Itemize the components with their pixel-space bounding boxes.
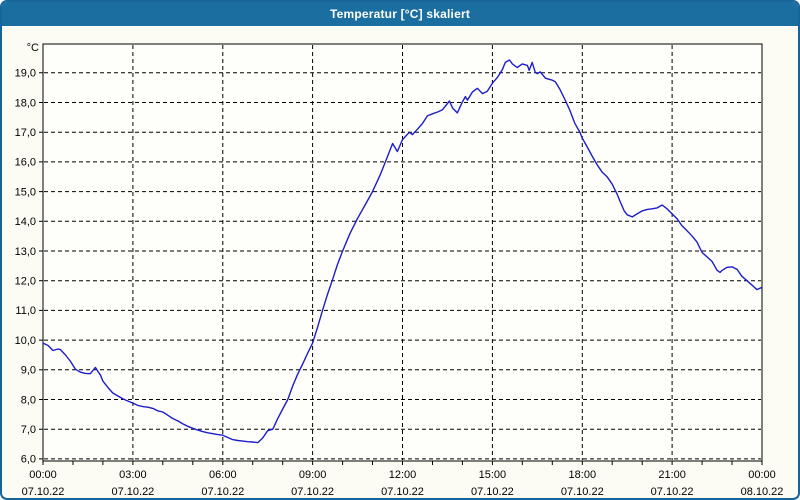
y-tick-label: 19,0 bbox=[15, 68, 36, 80]
window-title: Temperatur [°C] skaliert bbox=[329, 7, 471, 21]
y-tick-label: 10,0 bbox=[15, 335, 36, 347]
x-tick-date-label: 08.10.22 bbox=[741, 486, 784, 498]
x-tick-date-label: 07.10.22 bbox=[471, 486, 514, 498]
y-tick-label: 15,0 bbox=[15, 186, 36, 198]
x-tick-time-label: 00:00 bbox=[29, 469, 57, 481]
y-tick-label: 8,0 bbox=[21, 394, 36, 406]
title-bar: Temperatur [°C] skaliert bbox=[2, 2, 798, 26]
y-tick-label: 18,0 bbox=[15, 97, 36, 109]
x-tick-date-label: 07.10.22 bbox=[111, 486, 154, 498]
temperature-chart: 19,0 18,0 17,0 16,0 15,0 14,0 13,0 12,0 11,0 10,0… bbox=[15, 42, 784, 498]
y-tick-label: 14,0 bbox=[15, 216, 36, 228]
y-tick-label: 7,0 bbox=[21, 424, 36, 436]
y-tick-label: 6,0 bbox=[21, 454, 36, 466]
chart-area: 19,0 18,0 17,0 16,0 15,0 14,0 13,0 12,0 11,0 10,0… bbox=[4, 28, 798, 498]
y-tick-label: 11,0 bbox=[15, 305, 36, 317]
x-tick-date-label: 07.10.22 bbox=[561, 486, 604, 498]
temperature-line bbox=[42, 59, 763, 444]
axis-labels: 19,0 18,0 17,0 16,0 15,0 14,0 13,0 12,0 11,0 10,0… bbox=[15, 42, 784, 498]
y-tick-label: 17,0 bbox=[15, 127, 36, 139]
x-tick-time-label: 18:00 bbox=[569, 469, 597, 481]
y-tick-label: 9,0 bbox=[21, 365, 36, 377]
x-tick-date-label: 07.10.22 bbox=[291, 486, 334, 498]
x-tick-date-label: 07.10.22 bbox=[381, 486, 424, 498]
x-tick-time-label: 21:00 bbox=[658, 469, 686, 481]
axis-ticks bbox=[39, 72, 763, 465]
x-tick-date-label: 07.10.22 bbox=[201, 486, 244, 498]
y-tick-label: 13,0 bbox=[15, 246, 36, 258]
x-tick-time-label: 06:00 bbox=[209, 469, 237, 481]
y-axis-unit-label: °C bbox=[27, 42, 39, 54]
x-tick-time-label: 03:00 bbox=[119, 469, 147, 481]
x-tick-date-label: 07.10.22 bbox=[22, 486, 65, 498]
x-tick-time-label: 00:00 bbox=[748, 469, 776, 481]
y-tick-label: 16,0 bbox=[15, 157, 36, 169]
x-tick-time-label: 09:00 bbox=[299, 469, 327, 481]
x-tick-date-label: 07.10.22 bbox=[651, 486, 694, 498]
x-tick-time-label: 12:00 bbox=[389, 469, 417, 481]
x-tick-time-label: 15:00 bbox=[479, 469, 507, 481]
y-tick-label: 12,0 bbox=[15, 276, 36, 288]
gridlines bbox=[44, 45, 761, 460]
